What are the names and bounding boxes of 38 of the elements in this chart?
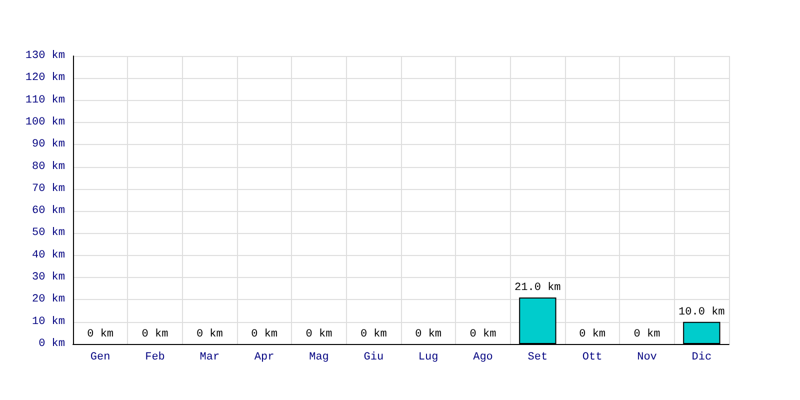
x-tick-label: Mar bbox=[200, 352, 220, 364]
y-tick-label: 70 km bbox=[32, 182, 66, 195]
data-label: 21.0 km bbox=[514, 282, 562, 294]
x-tick-label: Lug bbox=[418, 352, 438, 364]
x-tick-label: Nov bbox=[637, 352, 658, 364]
y-tick-label: 60 km bbox=[32, 205, 66, 218]
y-tick-label: 10 km bbox=[32, 316, 66, 328]
y-tick-label: 80 km bbox=[32, 160, 66, 173]
data-label: 0 km bbox=[142, 328, 169, 340]
y-tick-label: 130 km bbox=[25, 50, 66, 62]
data-label: 0 km bbox=[415, 328, 442, 340]
data-label: 0 km bbox=[87, 328, 114, 340]
y-tick-label: 30 km bbox=[32, 272, 66, 284]
data-label: 0 km bbox=[634, 328, 661, 340]
data-label: 0 km bbox=[360, 328, 388, 340]
x-tick-label: Apr bbox=[254, 352, 274, 364]
data-label: 0 km bbox=[251, 328, 278, 340]
x-tick-label: Mag bbox=[309, 352, 329, 364]
y-tick-label: 90 km bbox=[32, 138, 66, 151]
y-tick-label: 20 km bbox=[32, 294, 66, 306]
x-tick-label: Giu bbox=[364, 352, 384, 364]
y-tick-label: 100 km bbox=[25, 116, 66, 128]
y-tick-label: 50 km bbox=[32, 227, 66, 240]
x-tick-label: Ago bbox=[473, 352, 493, 364]
data-label: 10.0 km bbox=[678, 306, 726, 318]
x-tick-label: Dic bbox=[692, 352, 712, 364]
data-label: 0 km bbox=[470, 328, 497, 340]
data-label: 0 km bbox=[306, 328, 333, 340]
x-tick-label: Set bbox=[528, 352, 548, 364]
data-label: 0 km bbox=[579, 328, 606, 340]
y-tick-label: 120 km bbox=[25, 72, 66, 84]
x-tick-label: Gen bbox=[90, 352, 110, 364]
y-tick-label: 40 km bbox=[32, 249, 66, 262]
y-tick-label: 110 km bbox=[25, 94, 66, 106]
x-tick-label: Ott bbox=[582, 352, 602, 364]
data-label: 0 km bbox=[196, 328, 224, 340]
x-tick-label: Feb bbox=[145, 352, 165, 364]
y-tick-label: 0 km bbox=[38, 338, 66, 350]
